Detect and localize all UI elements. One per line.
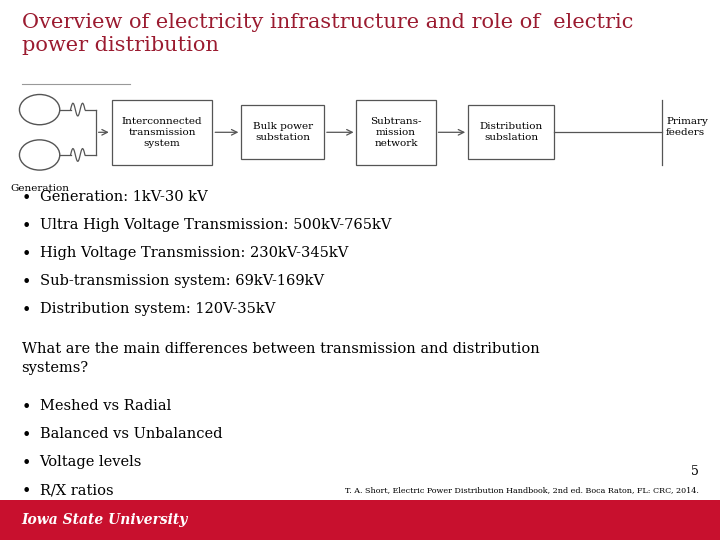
- Text: Sub-transmission system: 69kV-169kV: Sub-transmission system: 69kV-169kV: [40, 274, 324, 288]
- Text: Interconnected
transmission
system: Interconnected transmission system: [122, 117, 202, 147]
- Text: •: •: [22, 274, 31, 291]
- Text: Subtrans-
mission
network: Subtrans- mission network: [370, 117, 422, 147]
- Text: Primary
feeders: Primary feeders: [666, 117, 708, 137]
- FancyBboxPatch shape: [468, 105, 554, 159]
- Text: Distribution
subslation: Distribution subslation: [480, 123, 543, 142]
- Text: Voltage levels: Voltage levels: [40, 455, 142, 469]
- Text: R/X ratios: R/X ratios: [40, 483, 113, 497]
- Text: What are the main differences between transmission and distribution
systems?: What are the main differences between tr…: [22, 342, 539, 375]
- Text: Bulk power
substation: Bulk power substation: [253, 123, 312, 142]
- Text: Generation: Generation: [10, 184, 69, 193]
- Text: Iowa State University: Iowa State University: [22, 513, 188, 527]
- Text: •: •: [22, 427, 31, 444]
- FancyBboxPatch shape: [356, 100, 436, 165]
- Text: •: •: [22, 246, 31, 263]
- Text: Generation: 1kV-30 kV: Generation: 1kV-30 kV: [40, 190, 207, 204]
- Text: High Voltage Transmission: 230kV-345kV: High Voltage Transmission: 230kV-345kV: [40, 246, 348, 260]
- Text: Overview of electricity infrastructure and role of  electric
power distribution: Overview of electricity infrastructure a…: [22, 14, 633, 55]
- FancyBboxPatch shape: [241, 105, 324, 159]
- Text: •: •: [22, 218, 31, 235]
- Text: •: •: [22, 483, 31, 500]
- Text: 5: 5: [690, 465, 698, 478]
- Text: T. A. Short, Electric Power Distribution Handbook, 2nd ed. Boca Raton, FL: CRC, : T. A. Short, Electric Power Distribution…: [345, 486, 698, 494]
- Text: Balanced vs Unbalanced: Balanced vs Unbalanced: [40, 427, 222, 441]
- Text: Meshed vs Radial: Meshed vs Radial: [40, 399, 171, 413]
- Text: •: •: [22, 455, 31, 472]
- Text: •: •: [22, 399, 31, 416]
- Text: Distribution system: 120V-35kV: Distribution system: 120V-35kV: [40, 302, 275, 316]
- Text: •: •: [22, 302, 31, 319]
- FancyBboxPatch shape: [112, 100, 212, 165]
- Text: Ultra High Voltage Transmission: 500kV-765kV: Ultra High Voltage Transmission: 500kV-7…: [40, 218, 391, 232]
- Text: •: •: [22, 190, 31, 207]
- FancyBboxPatch shape: [0, 500, 720, 540]
